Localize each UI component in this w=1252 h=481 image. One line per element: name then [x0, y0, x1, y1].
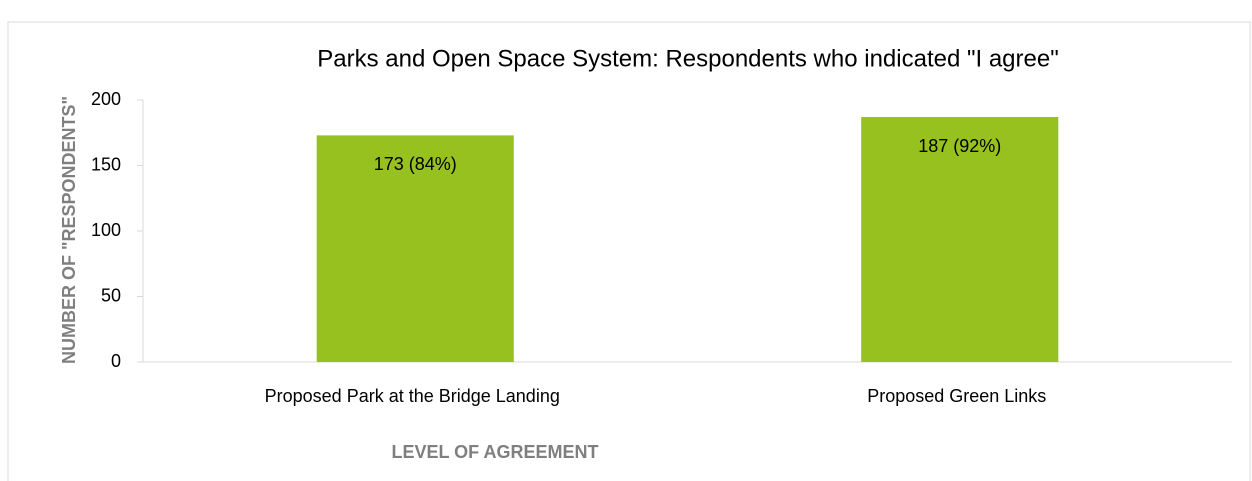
bar: [861, 117, 1059, 362]
y-tick-label: 0: [111, 351, 121, 371]
bar: [316, 135, 514, 362]
x-tick-label: Proposed Park at the Bridge Landing: [265, 386, 560, 406]
chart-title: Parks and Open Space System: Respondents…: [317, 45, 1058, 72]
chart-frame: [7, 21, 1251, 481]
data-label: 173 (84%): [374, 154, 457, 174]
y-tick-label: 100: [91, 220, 121, 240]
y-axis-title: NUMBER OF "RESPONDENTS": [59, 96, 79, 364]
x-axis-title: LEVEL OF AGREEMENT: [391, 442, 598, 462]
y-tick-label: 50: [101, 285, 121, 305]
y-tick-label: 150: [91, 154, 121, 174]
data-label: 187 (92%): [918, 136, 1001, 156]
y-tick-label: 200: [91, 89, 121, 109]
x-tick-label: Proposed Green Links: [867, 386, 1046, 406]
